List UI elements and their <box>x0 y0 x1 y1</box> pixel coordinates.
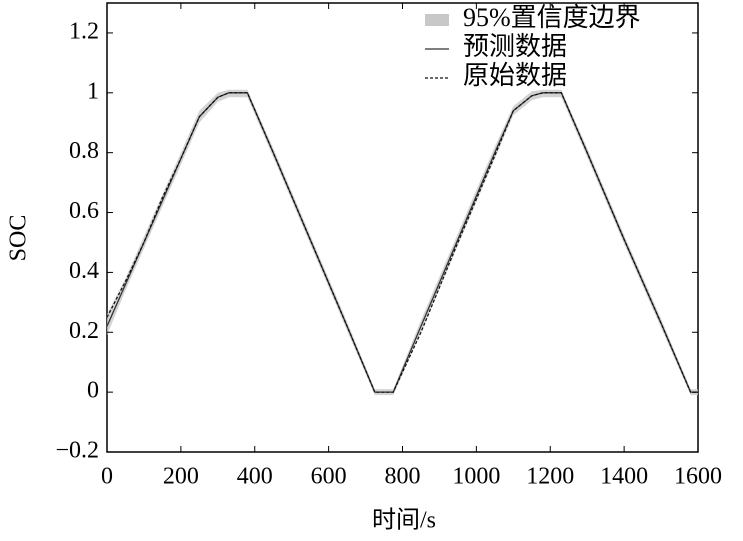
legend-label: 原始数据 <box>463 61 567 90</box>
plot-frame <box>106 2 699 453</box>
x-tick-label: 600 <box>311 464 347 490</box>
x-tick-label: 1600 <box>674 464 722 490</box>
series-line <box>106 92 698 393</box>
x-tick-label: 800 <box>385 464 421 490</box>
x-tick-label: 1000 <box>452 464 500 490</box>
x-tick-label: 200 <box>163 464 199 490</box>
y-tick-label: 0.8 <box>69 138 99 164</box>
x-tick-label: 400 <box>237 464 273 490</box>
confidence-band <box>107 89 698 396</box>
x-tick-label: 1200 <box>526 464 574 490</box>
y-tick-label: 0.4 <box>69 258 99 284</box>
series-line <box>106 92 698 393</box>
y-tick-label: 1 <box>87 78 99 104</box>
legend-swatch <box>425 14 449 26</box>
y-tick-label: −0.2 <box>55 438 99 464</box>
x-tick-label: 1400 <box>600 464 648 490</box>
x-axis-label: 时间/s <box>372 507 436 534</box>
y-tick-label: 0 <box>87 378 99 404</box>
legend-label: 95%置信度边界 <box>463 3 641 32</box>
x-tick-label: 0 <box>101 464 113 490</box>
y-axis-label: SOC <box>6 215 32 262</box>
y-tick-label: 0.2 <box>69 318 99 344</box>
legend-label: 预测数据 <box>463 32 567 61</box>
y-tick-label: 1.2 <box>69 18 99 44</box>
y-tick-label: 0.6 <box>69 198 99 224</box>
